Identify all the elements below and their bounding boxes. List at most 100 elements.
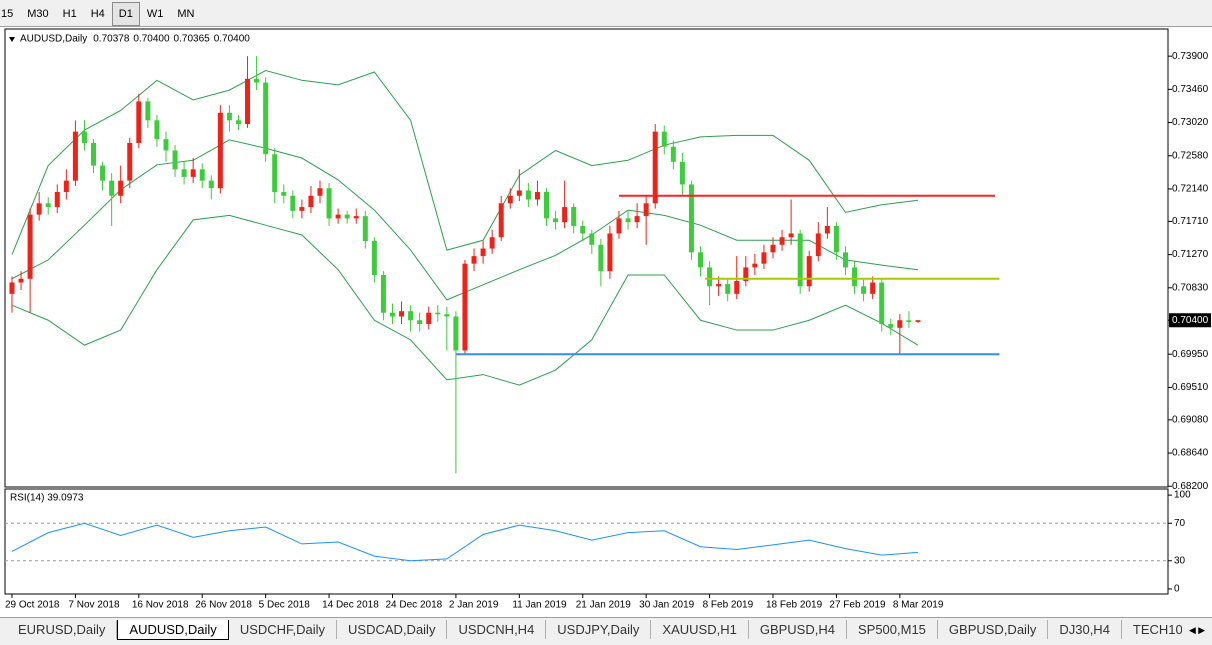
- chart-tab[interactable]: USDCNH,H4: [447, 620, 547, 639]
- timeframe-button[interactable]: 15: [1, 8, 14, 20]
- chart-tab[interactable]: AUDUSD,Daily: [117, 620, 229, 640]
- y-tick-label: 0: [1174, 584, 1180, 595]
- x-tick-label: 11 Jan 2019: [512, 600, 567, 611]
- band-lower: [11, 214, 919, 386]
- candle-body: [190, 169, 196, 177]
- chart-tab[interactable]: GBPUSD,H4: [749, 620, 847, 639]
- x-tick-label: 21 Jan 2019: [576, 600, 631, 611]
- candle-body: [281, 191, 287, 196]
- candle-body: [607, 233, 613, 272]
- candle-body: [444, 314, 450, 317]
- candle-body: [63, 180, 69, 192]
- y-tick-label: 0.69950: [1172, 349, 1209, 360]
- chart-tab[interactable]: USDJPY,Daily: [546, 620, 652, 639]
- candle-body: [716, 284, 722, 287]
- band-upper: [11, 69, 919, 255]
- quote-value: 0.70378: [93, 34, 130, 45]
- y-tick-label: 0.72580: [1172, 150, 1209, 161]
- y-tick-label: 30: [1174, 555, 1186, 566]
- candle-body: [353, 216, 359, 219]
- candle-body: [679, 161, 685, 185]
- y-tick-label: 0.73460: [1172, 84, 1209, 95]
- y-tick-label: 0.71270: [1172, 249, 1209, 260]
- candle-body: [426, 312, 432, 325]
- candle-body: [879, 282, 885, 325]
- candle-body: [235, 120, 241, 125]
- candle-body: [272, 154, 278, 192]
- quote-value: 0.70365: [174, 34, 211, 45]
- candle-body: [906, 320, 912, 322]
- candle-body: [725, 284, 731, 294]
- candle-body: [752, 263, 758, 268]
- main-panel: [4, 28, 1169, 488]
- candle-body: [118, 180, 124, 196]
- chart-tab[interactable]: EURUSD,Daily: [7, 620, 118, 639]
- candle-body: [9, 282, 15, 294]
- y-tick-label: 0.73020: [1172, 117, 1209, 128]
- timeframe-button[interactable]: D1: [111, 2, 140, 26]
- candle-body: [571, 207, 577, 226]
- timeframe-button[interactable]: H1: [62, 8, 77, 20]
- chart-tab[interactable]: USDCHF,Daily: [229, 620, 338, 639]
- candle-body: [661, 131, 667, 147]
- candle-body: [770, 244, 776, 253]
- candle-body: [389, 312, 395, 317]
- candle-body: [861, 286, 867, 294]
- candle-body: [199, 169, 205, 181]
- candle-body: [335, 214, 341, 219]
- candle-body: [100, 165, 106, 181]
- candle-body: [897, 320, 903, 328]
- candle-body: [172, 150, 178, 170]
- x-tick-label: 14 Dec 2018: [322, 600, 379, 611]
- chart-tab[interactable]: USDCAD,Daily: [337, 620, 448, 639]
- timeframe-button[interactable]: MN: [177, 8, 195, 20]
- quote-value: 0.70400: [133, 34, 170, 45]
- candle-body: [888, 324, 894, 328]
- candle-body: [326, 188, 332, 219]
- x-tick-label: 5 Dec 2018: [259, 600, 311, 611]
- x-tick-label: 29 Oct 2018: [5, 600, 60, 611]
- x-tick-label: 7 Nov 2018: [68, 600, 120, 611]
- x-tick-label: 8 Feb 2019: [703, 600, 754, 611]
- rsi-panel: [4, 488, 1169, 595]
- y-tick-label: 0.69510: [1172, 382, 1209, 393]
- candle-body: [91, 142, 97, 166]
- candle-body: [815, 233, 821, 257]
- x-tick-label: 16 Nov 2018: [132, 600, 189, 611]
- tab-scroll[interactable]: ◀ ▶: [1182, 619, 1212, 641]
- chart-tab[interactable]: SP500,M15: [847, 620, 938, 639]
- chart-tab[interactable]: GBPUSD,Daily: [938, 620, 1049, 639]
- candle-body: [344, 214, 350, 219]
- candle-body: [371, 241, 377, 275]
- candle-body: [498, 203, 504, 238]
- timeframe-button[interactable]: W1: [146, 8, 164, 20]
- timeframe-button[interactable]: M30: [27, 8, 49, 20]
- candle-body: [181, 169, 187, 177]
- candle-body: [580, 225, 586, 234]
- candle-body: [743, 267, 749, 282]
- candle-body: [707, 267, 713, 287]
- candle-body: [616, 218, 622, 234]
- chart-tabs: EURUSD,Daily AUDUSD,Daily USDCHF,Daily USDC…: [0, 617, 1212, 645]
- y-tick-label: 0.68200: [1172, 481, 1209, 492]
- x-tick-label: 26 Nov 2018: [195, 600, 252, 611]
- chart-tab[interactable]: DJ30,H4: [1048, 620, 1122, 639]
- candle-body: [417, 320, 423, 325]
- x-tick-label: 30 Jan 2019: [639, 600, 694, 611]
- candle-body: [806, 256, 812, 287]
- candle-body: [625, 218, 631, 223]
- candle-body: [308, 195, 314, 208]
- timeframe-button[interactable]: H4: [90, 8, 105, 20]
- candle-body: [435, 312, 441, 315]
- chart-tab[interactable]: XAUUSD,H1: [651, 620, 749, 639]
- candle-body: [263, 82, 269, 155]
- candle-body: [634, 216, 640, 223]
- candle-body: [245, 78, 251, 125]
- collapse-icon: [9, 37, 15, 42]
- candle-body: [217, 112, 223, 189]
- x-tick-label: 8 Mar 2019: [893, 600, 944, 611]
- candle-body: [254, 78, 260, 83]
- candle-body: [833, 225, 839, 253]
